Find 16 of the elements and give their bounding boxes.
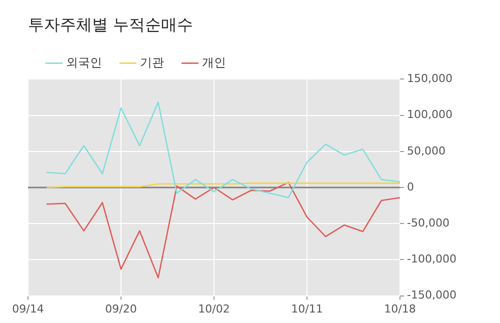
x-tick-label: 10/18 <box>384 302 416 316</box>
x-tick-label: 09/14 <box>12 302 44 316</box>
chart-title: 투자주체별 누적순매수 <box>28 14 194 34</box>
y-tick-label: -150,000 <box>407 288 456 302</box>
y-tick-label: 0 <box>407 180 414 194</box>
y-tick-label: 100,000 <box>407 108 452 122</box>
y-tick-label: 50,000 <box>407 144 446 158</box>
x-tick-label: 10/02 <box>198 302 230 316</box>
x-tick-label: 09/20 <box>105 302 137 316</box>
legend-label: 기관 <box>140 55 164 70</box>
y-tick-label: -50,000 <box>407 216 450 230</box>
legend-label: 외국인 <box>66 55 102 70</box>
x-tick-label: 10/11 <box>291 302 323 316</box>
legend-label: 개인 <box>202 55 226 70</box>
y-tick-label: -100,000 <box>407 252 456 266</box>
y-tick-label: 150,000 <box>407 72 452 86</box>
